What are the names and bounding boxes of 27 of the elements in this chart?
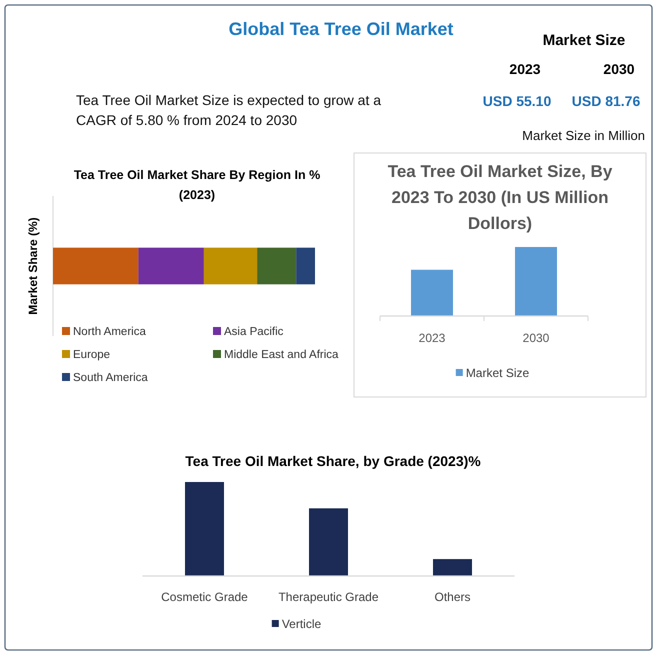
x-tick-label: Therapeutic Grade xyxy=(278,590,379,604)
text: Market Size in Million xyxy=(522,128,645,143)
legend-label: Verticle xyxy=(282,617,322,631)
text: USD 81.76 xyxy=(572,93,640,109)
x-tick-label: Cosmetic Grade xyxy=(161,590,248,604)
chart-title: Tea Tree Oil Market Size, By 2023 To 2030 (In US Million Dollors) xyxy=(388,162,613,233)
legend-label: South America xyxy=(73,372,148,384)
bar xyxy=(138,248,204,284)
bar xyxy=(296,248,315,284)
legend-label: Europe xyxy=(73,349,110,361)
text: 2023 xyxy=(509,61,541,77)
chart-title: Tea Tree Oil Market Share, by Grade (2023)% xyxy=(185,453,482,469)
y-axis-title: Market Share (%) xyxy=(26,217,40,315)
legend-label: Market Size xyxy=(466,366,530,380)
bar xyxy=(53,248,138,284)
x-tick-label: Others xyxy=(434,590,471,604)
text: Global Tea Tree Oil Market xyxy=(228,19,454,39)
legend-label: Middle East and Africa xyxy=(224,349,340,361)
legend-label: North America xyxy=(73,326,146,338)
text: Market Size xyxy=(542,32,626,49)
legend-label: Asia Pacific xyxy=(224,326,284,338)
bar xyxy=(204,248,258,284)
text: USD 55.10 xyxy=(482,93,552,109)
text: 2030 xyxy=(603,61,635,77)
text: Tea Tree Oil Market Size is expected to grow at a CAGR of 5.80 % from 2024 to 2030 xyxy=(76,92,382,128)
bar xyxy=(257,248,296,284)
chart-title: Tea Tree Oil Market Share By Region In % (2023) xyxy=(74,168,320,202)
